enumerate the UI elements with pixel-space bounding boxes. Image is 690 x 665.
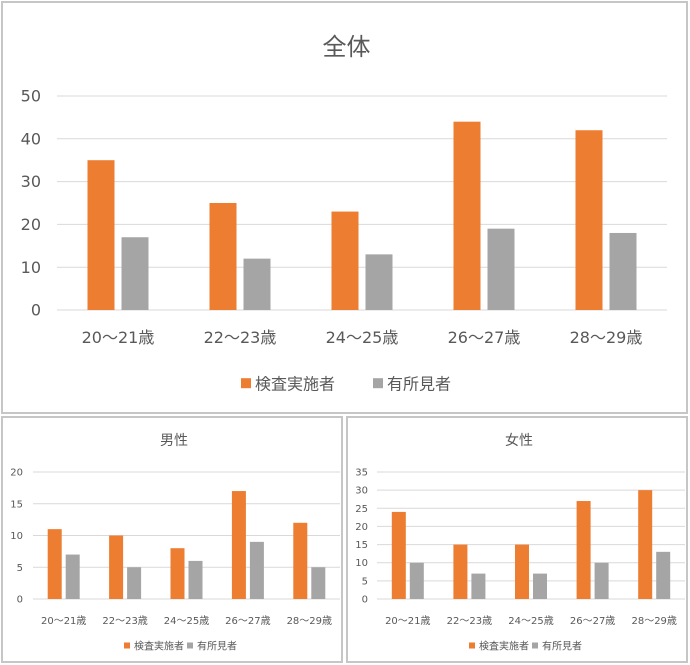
y-tick-label: 25 [355,504,368,515]
bar-series-1 [576,501,591,599]
bar-series-1 [575,130,603,310]
legend-swatch [187,642,193,649]
bar-series-1 [293,522,308,599]
y-tick-label: 15 [355,540,368,551]
bar-series-2 [243,258,271,310]
x-category-label: 22～23歳 [204,328,277,347]
chart-title: 男性 [160,433,188,449]
x-category-label: 20～21歳 [41,615,86,627]
bar-series-2 [609,232,637,310]
chart-title: 女性 [505,432,533,449]
bar-series-2 [188,560,203,599]
y-tick-label: 15 [10,499,23,510]
y-tick-label: 35 [355,468,368,479]
x-category-label: 20～21歳 [82,328,155,347]
x-category-label: 26～27歳 [570,615,615,627]
chart-panel-male: 男性 0 5 10 15 20 20～21歳 22～23歳 24～25歳 26～27歳 28～29歳… [1,416,343,663]
y-tick-label: 30 [355,486,368,497]
bar-series-2 [121,237,149,310]
legend-swatch [373,378,383,389]
bar-series-2 [127,567,142,599]
y-tick-label: 0 [17,595,23,606]
legend-swatch [469,642,475,649]
y-tick-label: 5 [362,576,368,587]
x-category-label: 24～25歳 [326,328,399,347]
y-tick-label: 5 [17,563,23,574]
bar-series-2 [365,254,393,310]
x-category-label: 20～21歳 [385,615,430,627]
y-tick-label: 50 [21,87,41,106]
bar-series-1 [391,511,406,599]
legend-label: 有所見者 [387,375,451,394]
bar-series-1 [170,548,185,599]
x-category-label: 26～27歳 [448,328,521,347]
y-tick-label: 40 [21,129,41,148]
x-category-label: 24～25歳 [164,615,209,627]
y-tick-label: 0 [362,595,368,606]
y-tick-label: 20 [355,522,368,533]
legend-swatch [124,642,130,649]
bar-series-2 [533,573,547,599]
legend-swatch [241,378,251,389]
bar-series-2 [487,228,515,310]
x-category-label: 28～29歳 [287,615,332,627]
bar-series-2 [471,573,486,599]
bar-series-1 [331,211,359,310]
bar-series-2 [65,554,80,599]
legend-label: 検査実施者 [479,640,529,653]
bar-series-1 [209,203,237,310]
chart-male: 男性 0 5 10 15 20 20～21歳 22～23歳 24～25歳 26～27歳 28～29歳… [10,433,340,653]
chart-title: 全体 [323,33,371,61]
x-category-label: 28～29歳 [570,328,643,347]
y-tick-label: 20 [10,468,23,479]
y-tick-label: 30 [21,172,41,191]
chart-panel-female: 女性 0 5 10 15 20 25 30 35 20～21歳 22～23歳 24～25歳 26～27歳… [346,416,688,663]
x-category-label: 24～25歳 [508,615,553,627]
bar-series-2 [594,562,609,599]
bar-series-2 [311,567,326,599]
chart-overall: 全体 0 10 20 30 40 50 20～21歳 22～23歳 24～25歳 26～27歳 28～… [21,33,667,394]
y-tick-label: 10 [355,558,368,569]
x-category-label: 26～27歳 [225,615,270,627]
y-tick-label: 10 [21,258,41,277]
y-tick-label: 20 [21,215,41,234]
bar-series-1 [47,529,62,599]
chart-female: 女性 0 5 10 15 20 25 30 35 20～21歳 22～23歳 24～25歳 26～27歳… [355,432,685,653]
x-category-label: 28～29歳 [631,615,676,627]
legend-label: 有所見者 [542,640,582,653]
bar-series-1 [109,535,124,599]
legend-label: 検査実施者 [255,375,335,394]
y-tick-label: 0 [31,301,41,320]
bar-series-2 [656,551,671,599]
legend-label: 検査実施者 [134,640,184,653]
bar-series-1 [515,544,529,599]
bar-series-1 [87,160,115,310]
y-tick-label: 10 [10,531,23,542]
bar-series-1 [231,491,246,599]
bar-series-1 [453,544,468,599]
x-category-label: 22～23歳 [447,615,492,627]
x-category-label: 22～23歳 [102,615,147,627]
bar-series-2 [409,562,424,599]
bar-series-1 [638,490,653,599]
chart-panel-overall: 全体 0 10 20 30 40 50 20～21歳 22～23歳 24～25歳 26～27歳 28～… [1,1,688,414]
bar-series-2 [249,541,264,599]
legend-swatch [532,642,538,649]
legend-label: 有所見者 [197,640,237,653]
bar-series-1 [453,121,481,311]
